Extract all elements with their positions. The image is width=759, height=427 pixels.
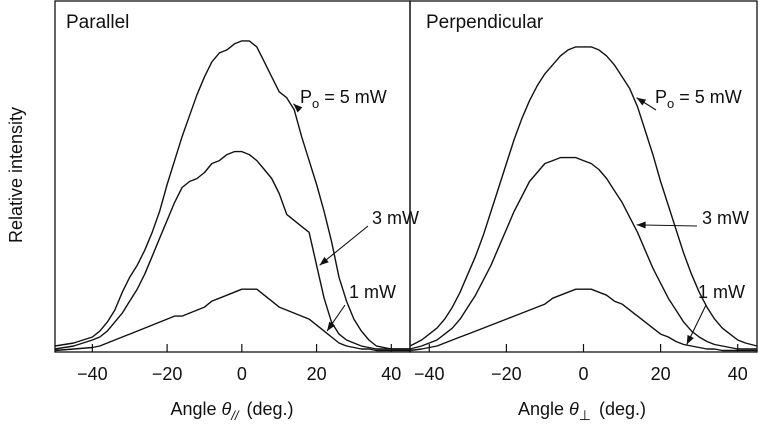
perpendicular-annotations: Po = 5 mW 3 mW 1 mW xyxy=(636,87,749,345)
parallel-xlabel-prefix: Angle xyxy=(170,399,221,419)
parallel-x-axis-label: Angle θ// (deg.) xyxy=(170,399,293,423)
perpendicular-x-ticks: −40 −20 0 20 40 xyxy=(414,344,748,384)
parallel-series-label: 1 mW xyxy=(349,282,396,302)
parallel-arrow xyxy=(319,225,369,266)
parallel-curve-1-mw xyxy=(54,288,410,352)
perpendicular-x-tick-label: 20 xyxy=(651,364,671,384)
perpendicular-xlabel-subscript: ⊥ xyxy=(579,407,591,423)
perpendicular-xlabel-suffix: (deg.) xyxy=(599,399,646,419)
perpendicular-series-label: Po = 5 mW xyxy=(655,87,742,111)
parallel-annotations: Po = 5 mW 3 mW 1 mW xyxy=(293,87,419,332)
perpendicular-series-label: 1 mW xyxy=(698,282,745,302)
y-axis-label: Relative intensity xyxy=(6,107,26,243)
perpendicular-curve-1-mw xyxy=(409,288,757,352)
parallel-xlabel-symbol: θ xyxy=(222,399,232,419)
perpendicular-arrowhead xyxy=(686,334,694,345)
parallel-xlabel-subscript: // xyxy=(230,408,240,423)
parallel-x-tick-label: 40 xyxy=(381,364,401,384)
perpendicular-curves xyxy=(409,46,758,352)
perpendicular-xlabel-prefix: Angle xyxy=(518,399,569,419)
parallel-arrowhead xyxy=(319,256,329,266)
parallel-x-tick-label: 0 xyxy=(237,364,247,384)
perpendicular-panel: Perpendicular −40 −20 0 20 40 Po = 5 mW 3 mW 1… xyxy=(409,0,758,423)
parallel-curves xyxy=(54,40,410,352)
perpendicular-x-axis-label: Angle θ⊥ (deg.) xyxy=(518,399,646,423)
perpendicular-panel-title: Perpendicular xyxy=(426,12,544,33)
parallel-panel: Parallel −40 −20 0 20 40 Po = 5 mW 3 mW 1 mW A… xyxy=(54,0,419,423)
perpendicular-x-tick-label: −40 xyxy=(414,364,445,384)
perpendicular-curve-3-mw xyxy=(409,156,757,350)
parallel-arrowhead xyxy=(327,321,336,332)
parallel-x-tick-label: −20 xyxy=(152,364,183,384)
parallel-panel-title: Parallel xyxy=(66,12,129,33)
perpendicular-curve-po-5-mw xyxy=(409,46,758,347)
perpendicular-x-tick-label: 40 xyxy=(728,364,748,384)
perpendicular-x-tick-label: 0 xyxy=(578,364,588,384)
parallel-series-label: 3 mW xyxy=(372,208,419,228)
parallel-curve-3-mw xyxy=(54,150,410,350)
parallel-x-tick-label: −40 xyxy=(77,364,108,384)
perpendicular-arrowhead xyxy=(636,97,647,106)
parallel-arrowhead xyxy=(293,103,303,113)
perpendicular-series-label: 3 mW xyxy=(702,208,749,228)
perpendicular-arrowhead xyxy=(636,221,646,229)
parallel-series-label: Po = 5 mW xyxy=(300,87,387,111)
perpendicular-arrow xyxy=(636,224,698,227)
parallel-xlabel-suffix: (deg.) xyxy=(247,399,294,419)
parallel-x-ticks: −40 −20 0 20 40 xyxy=(77,344,401,384)
parallel-x-tick-label: 20 xyxy=(307,364,327,384)
perpendicular-x-tick-label: −20 xyxy=(491,364,522,384)
parallel-curve-po-5-mw xyxy=(54,40,410,350)
perpendicular-xlabel-symbol: θ xyxy=(569,399,579,419)
